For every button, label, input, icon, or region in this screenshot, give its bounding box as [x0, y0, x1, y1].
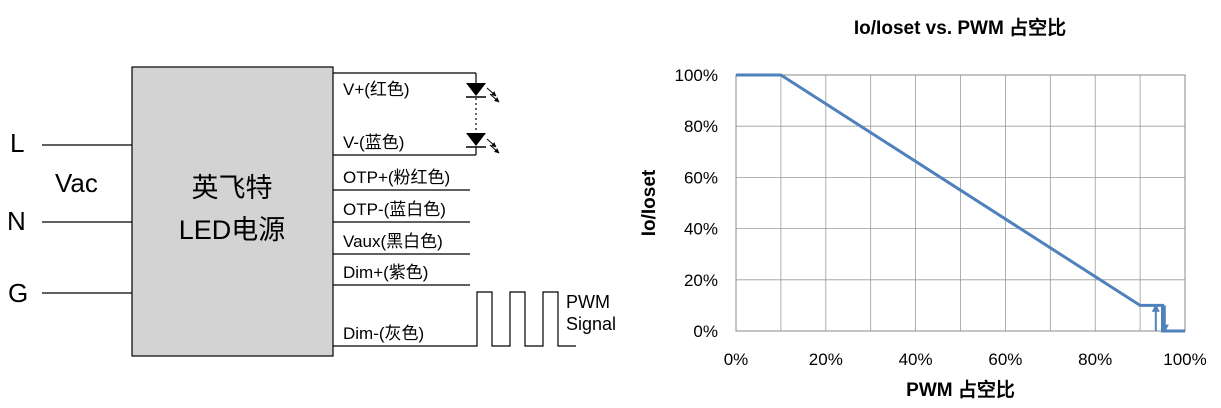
y-axis-label: Io/Ioset [639, 169, 660, 236]
pwm-signal-label-line2: Signal [566, 314, 616, 334]
y-tick-label: 40% [684, 220, 718, 239]
led-icon [466, 83, 500, 103]
x-tick-label: 60% [988, 350, 1022, 369]
input-label-vac: Vac [55, 168, 98, 198]
power-supply-box [131, 66, 334, 357]
input-label-l: L [10, 128, 24, 158]
power-supply-type: LED电源 [179, 215, 286, 245]
x-tick-label: 20% [809, 350, 843, 369]
wire-label-vaux: Vaux(黑白色) [343, 232, 443, 251]
pwm-waveform [470, 291, 576, 347]
x-tick-label: 0% [724, 350, 749, 369]
wire-label-otpplus: OTP+(粉红色) [343, 168, 450, 187]
wiring-diagram: L N G Vac 英飞特 LED电源 V+(红色) V-(蓝色) OTP+(粉… [7, 66, 616, 357]
y-tick-label: 20% [684, 271, 718, 290]
y-tick-label: 80% [684, 117, 718, 136]
x-tick-label: 100% [1163, 350, 1206, 369]
wire-label-dimminus: Dim-(灰色) [343, 324, 424, 343]
wire-label-dimplus: Dim+(紫色) [343, 263, 428, 282]
power-supply-name: 英飞特 [192, 173, 273, 203]
chart-gridlines [736, 75, 1185, 331]
wire-label-vplus: V+(红色) [343, 80, 410, 99]
led-icon [466, 133, 500, 154]
chart-tick-labels: 0% 20% 40% 60% 80% 100% 0% 20% 40% 60% 80% 100% [675, 66, 1207, 369]
input-label-n: N [7, 206, 26, 236]
wire-label-vminus: V-(蓝色) [343, 133, 404, 152]
chart-series [736, 73, 1185, 333]
plot-area [735, 74, 1186, 332]
x-axis-label: PWM 占空比 [906, 378, 1015, 401]
chart: Io/Ioset vs. PWM 占空比 0% 20% 40% 60% 80% 100%0… [639, 16, 1207, 401]
x-tick-label: 40% [899, 350, 933, 369]
y-tick-label: 0% [693, 322, 718, 341]
wire-label-otpminus: OTP-(蓝白色) [343, 200, 446, 219]
y-tick-label: 100% [675, 66, 718, 85]
pwm-signal-label-line1: PWM [566, 292, 610, 312]
x-tick-label: 80% [1078, 350, 1112, 369]
input-label-g: G [8, 278, 28, 308]
led-string [466, 73, 500, 155]
chart-title: Io/Ioset vs. PWM 占空比 [854, 16, 1066, 39]
y-tick-label: 60% [684, 168, 718, 187]
